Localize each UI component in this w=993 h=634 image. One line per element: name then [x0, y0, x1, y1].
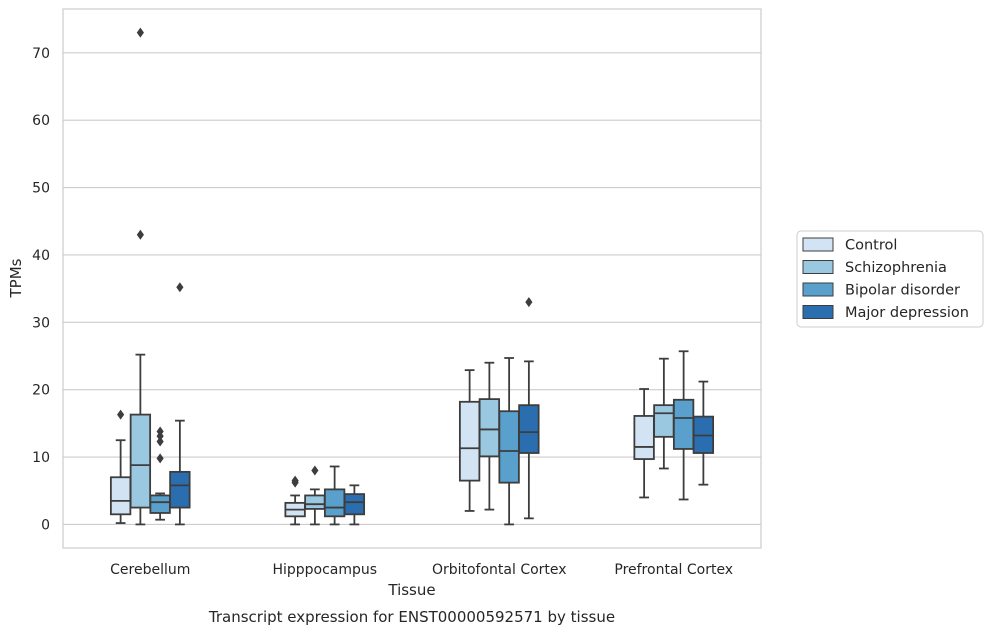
box	[129, 413, 152, 509]
box-plot	[109, 409, 132, 524]
outlier-point	[156, 453, 164, 464]
box	[169, 470, 191, 509]
outlier-point	[136, 229, 144, 240]
legend-label: Bipolar disorder	[845, 283, 960, 299]
box-plot	[478, 361, 501, 511]
outlier-point	[176, 282, 184, 293]
plot-frame	[62, 8, 762, 549]
outlier-point	[156, 426, 164, 437]
box-plot	[343, 484, 366, 526]
box-plot	[169, 282, 191, 526]
legend-swatch	[802, 237, 834, 252]
box-plot	[653, 357, 675, 470]
box	[653, 404, 675, 438]
legend: Control Schizophrenia Bipolar disorder Majo…	[796, 230, 984, 328]
box-plot	[129, 27, 152, 526]
box	[633, 415, 655, 460]
outlier-point	[117, 409, 125, 420]
outlier-point	[136, 27, 144, 38]
box-plot	[458, 369, 481, 512]
outlier-point	[311, 465, 319, 476]
box	[478, 398, 501, 458]
box-plot	[284, 475, 306, 526]
chart-caption: Transcript expression for ENST0000059257…	[208, 608, 615, 626]
y-tick-label: 70	[32, 46, 50, 62]
box	[109, 476, 132, 516]
legend-label: Schizophrenia	[845, 260, 947, 276]
legend-swatch	[802, 282, 834, 297]
box	[149, 494, 171, 514]
y-tick-label: 60	[32, 113, 50, 129]
y-tick-label: 30	[32, 315, 50, 331]
outlier-point	[291, 475, 299, 486]
legend-frame	[796, 230, 984, 328]
outlier-point	[156, 436, 164, 447]
x-axis-title: Tissue	[387, 581, 435, 599]
legend-label: Control	[845, 238, 897, 254]
x-tick-label: Cerebellum	[110, 562, 190, 578]
grid	[63, 52, 761, 526]
y-tick-label: 50	[32, 181, 50, 197]
box	[343, 493, 366, 516]
y-tick-label: 20	[32, 383, 50, 399]
box	[323, 488, 346, 518]
box	[304, 494, 326, 510]
box	[458, 400, 481, 482]
box-plot	[498, 357, 520, 526]
x-tick-label: Hipppocampus	[272, 562, 377, 578]
box	[498, 410, 520, 484]
outlier-point	[525, 297, 533, 308]
boxes	[109, 27, 715, 526]
y-tick-label: 0	[41, 517, 50, 533]
y-tick-labels: 0 10 20 30 40 50 60 70	[32, 46, 50, 534]
y-tick-label: 10	[32, 450, 50, 466]
box	[672, 398, 695, 450]
box-plot	[633, 388, 655, 499]
y-axis-title: TPMs	[7, 258, 25, 298]
box-plot	[692, 380, 715, 486]
legend-label: Major depression	[845, 305, 969, 321]
box-plot	[149, 426, 171, 521]
x-tick-label: Orbitofontal Cortex	[432, 562, 567, 578]
box-plot	[672, 350, 695, 501]
box	[518, 404, 540, 454]
box-plot	[304, 465, 326, 526]
x-tick-labels: Cerebellum Hipppocampus Orbitofontal Corte…	[110, 562, 733, 578]
legend-swatch	[802, 305, 834, 319]
y-tick-label: 40	[32, 248, 50, 264]
box-plot	[518, 297, 540, 520]
box-plot	[323, 465, 346, 526]
legend-swatch	[802, 260, 834, 274]
x-tick-label: Prefrontal Cortex	[614, 562, 733, 578]
